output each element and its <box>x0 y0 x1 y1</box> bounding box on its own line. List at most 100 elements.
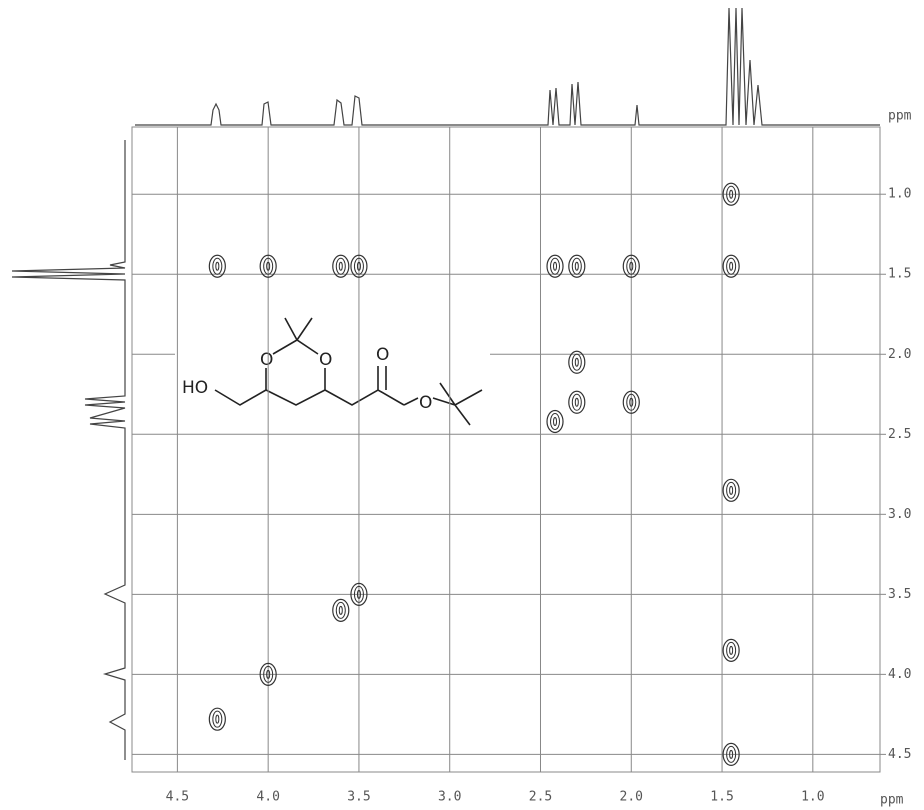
contour-ring <box>571 257 582 275</box>
cross-peak <box>622 254 640 278</box>
contour-ring <box>356 589 361 599</box>
contour-ring <box>266 261 271 271</box>
atom-label: O <box>260 350 273 370</box>
cross-peak <box>259 254 277 278</box>
contour-ring <box>729 189 734 199</box>
contour-ring <box>726 745 737 763</box>
contour-ring <box>574 397 579 407</box>
contour-ring <box>726 481 737 499</box>
contour <box>568 390 586 414</box>
contour <box>722 254 740 278</box>
cross-peak <box>350 254 368 278</box>
cross-peak <box>546 409 564 434</box>
contour <box>259 254 277 278</box>
top-projection <box>135 7 880 126</box>
contour-ring <box>550 257 561 275</box>
contour-ring <box>263 665 274 683</box>
contour-ring <box>266 669 271 679</box>
x-axis-label: ppm <box>880 793 904 808</box>
contour-ring <box>215 714 220 724</box>
contour-ring <box>626 257 637 275</box>
contour-ring <box>729 749 734 759</box>
contour-ring <box>574 261 579 271</box>
contour-ring <box>729 261 734 271</box>
contour <box>622 390 640 414</box>
contour-ring <box>335 257 346 275</box>
contour-ring <box>553 416 558 426</box>
cross-peak <box>208 254 226 278</box>
contour-ring <box>338 605 343 615</box>
atom-label: O <box>419 393 432 413</box>
atom-label: HO <box>182 378 208 398</box>
x-tick-label: 2.5 <box>529 790 552 805</box>
contour-ring <box>726 641 737 659</box>
atom-label: O <box>319 350 332 370</box>
contour <box>722 182 740 206</box>
contour-ring <box>729 645 734 655</box>
x-tick-label: 2.0 <box>620 790 643 805</box>
contour-ring <box>574 357 579 367</box>
cross-peak <box>722 638 740 662</box>
x-tick-label: 4.0 <box>256 790 279 805</box>
contour <box>259 662 277 686</box>
cross-peak <box>722 254 740 278</box>
contour-ring <box>212 710 223 728</box>
cross-peak <box>259 662 277 686</box>
cross-peak <box>568 390 586 414</box>
y-tick-label: 4.0 <box>888 667 911 682</box>
y-tick-label: 4.5 <box>888 747 911 762</box>
contour-ring <box>215 261 220 271</box>
contour-ring <box>629 397 634 407</box>
contour-ring <box>553 261 558 271</box>
contour-ring <box>571 353 582 371</box>
cross-peak <box>722 182 740 206</box>
left-projection <box>11 140 126 760</box>
contour-ring <box>571 393 582 411</box>
y-tick-label: 2.5 <box>888 427 911 442</box>
contour-ring <box>550 412 561 430</box>
y-axis-label: ppm <box>888 109 912 124</box>
structure: HO O O O O <box>182 317 483 426</box>
contour-ring <box>356 261 361 271</box>
contour-ring <box>263 257 274 275</box>
contour <box>722 742 740 766</box>
cross-peak <box>332 254 350 278</box>
contour <box>622 254 640 278</box>
contour <box>332 598 350 622</box>
x-tick-label: 1.5 <box>710 790 733 805</box>
cross-peak <box>622 390 640 414</box>
y-tick-label: 2.0 <box>888 347 911 362</box>
contour <box>568 254 586 278</box>
contour <box>568 350 586 374</box>
contour-ring <box>629 261 634 271</box>
contour-ring <box>726 185 737 203</box>
contour <box>208 707 226 731</box>
contour-ring <box>626 393 637 411</box>
y-tick-label: 3.0 <box>888 507 911 522</box>
structure-background <box>175 285 490 425</box>
plot-frame <box>131 126 881 773</box>
contour <box>722 638 740 662</box>
cross-peak <box>332 598 350 622</box>
contour <box>722 478 740 502</box>
y-tick-label: 3.5 <box>888 587 911 602</box>
cross-peak <box>568 350 586 374</box>
x-tick-label: 4.5 <box>166 790 189 805</box>
y-tick-label: 1.0 <box>888 187 911 202</box>
grid <box>132 193 880 755</box>
contour-ring <box>726 257 737 275</box>
contour <box>350 582 368 606</box>
contour-ring <box>338 261 343 271</box>
contour-ring <box>212 257 223 275</box>
y-tick-label: 1.5 <box>888 267 911 282</box>
contour <box>332 254 350 278</box>
x-tick-label: 1.0 <box>801 790 824 805</box>
contour <box>208 254 226 278</box>
contour <box>546 254 564 278</box>
cross-peak <box>546 254 564 278</box>
cross-peak <box>568 254 586 278</box>
contour-ring <box>353 257 364 275</box>
x-tick-label: 3.0 <box>438 790 461 805</box>
contour <box>546 409 564 434</box>
